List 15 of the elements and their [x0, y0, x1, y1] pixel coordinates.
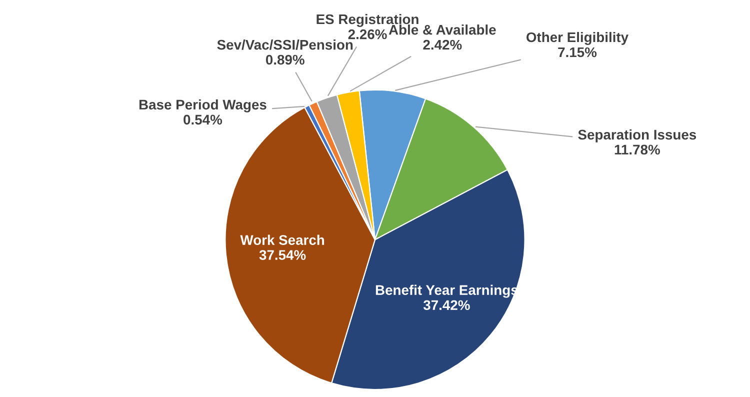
data-label: 37.54% [259, 250, 306, 260]
data-label: 11.78% [614, 144, 660, 155]
slice-label: Able & Available [388, 24, 496, 35]
data-label: 37.42% [423, 300, 470, 310]
slice-label: ES Registration [316, 14, 418, 27]
slice-label: Sev/Vac/SSI/Pension [217, 40, 353, 50]
data-label: 2.26% [348, 29, 387, 40]
slice-label: Separation Issues [578, 129, 696, 142]
data-label: 0.89% [266, 54, 304, 65]
data-label: 7.15% [558, 47, 597, 58]
data-label: 2.42% [423, 40, 462, 50]
slice-label: Work Search [240, 234, 324, 245]
slice-label: Base Period Wages [139, 99, 266, 112]
data-label: 0.54% [184, 114, 222, 125]
slice-label: Other Eligibility [526, 32, 628, 45]
